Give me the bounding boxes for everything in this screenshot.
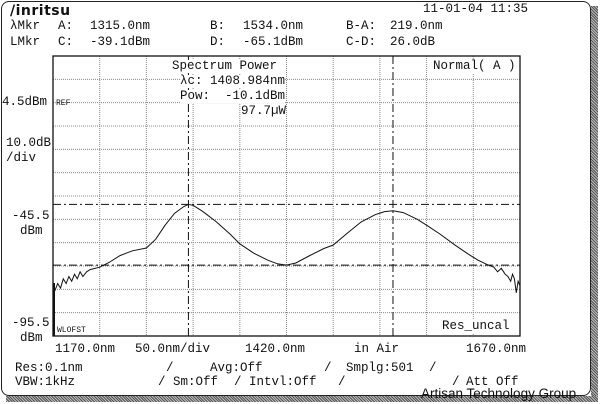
anritsu-logo: /inritsu (10, 3, 71, 19)
y-scale: 10.0dB (6, 136, 52, 150)
marker-ba-value: 219.0nm (390, 19, 443, 33)
marker-c-label: C: (58, 35, 74, 49)
sampling: Smplg:501 (346, 361, 414, 375)
ref-tag: REF (56, 99, 71, 108)
x-center: 1420.0nm (245, 342, 306, 356)
frame-shadow-bottom (6, 396, 598, 402)
video-bandwidth: VBW:1kHz (15, 375, 76, 389)
x-division: 50.0nm/div (135, 342, 211, 356)
separator: / (429, 361, 437, 375)
y-mid-value: -45.5 (12, 209, 50, 223)
trace-a (52, 203, 521, 293)
res-uncal-flag: Res_uncal (442, 319, 510, 333)
y-bottom-unit: dBm (20, 331, 43, 345)
separator: / (166, 361, 174, 375)
medium: in Air (354, 342, 400, 356)
analysis-title: Spectrum Power (172, 59, 278, 73)
separator: / (324, 361, 332, 375)
marker-b-label: B: (210, 19, 226, 33)
level-marker-label: LMkr (10, 35, 41, 49)
wl-marker-label: λMkr (10, 19, 41, 33)
y-mid-unit: dBm (20, 224, 43, 238)
marker-cd-label: C-D: (346, 35, 377, 49)
grid (53, 56, 520, 336)
trace-mode: Normal( A ) (433, 59, 516, 73)
marker-ba-label: B-A: (346, 19, 377, 33)
marker-a-label: A: (58, 19, 74, 33)
ref-level: 4.5dBm (2, 95, 48, 109)
separator: / (234, 375, 242, 389)
attenuator: Att Off (466, 375, 519, 389)
marker-c-value: -39.1dBm (90, 35, 151, 49)
interval: Intvl:Off (249, 375, 317, 389)
marker-d-label: D: (210, 35, 226, 49)
marker-cd-value: 26.0dB (390, 35, 436, 49)
watermark: Artisan Technology Group (421, 386, 577, 401)
x-start: 1170.0nm (55, 342, 116, 356)
marker-b-value: 1534.0nm (243, 19, 304, 33)
separator: / (338, 375, 346, 389)
smoothing: Sm:Off (173, 375, 219, 389)
total-power-dbm: Pow: -10.1dBm (180, 89, 286, 103)
y-scale-unit: /div (6, 151, 37, 165)
resolution: Res:0.1nm (15, 361, 83, 375)
y-bottom-value: -95.5 (12, 316, 50, 330)
frame-shadow-right (591, 6, 598, 400)
wlofst-tag: WLOFST (57, 326, 86, 335)
datetime: 11-01-04 11:35 (423, 2, 529, 16)
plot-border (52, 55, 521, 337)
separator: / (452, 375, 460, 389)
total-power-uw: 97.7µW (241, 104, 287, 118)
marker-a-value: 1315.0nm (90, 19, 151, 33)
center-wavelength: λc: 1408.984nm (180, 74, 286, 88)
marker-lines (53, 56, 520, 336)
separator: / (158, 375, 166, 389)
x-stop: 1670.0nm (466, 342, 527, 356)
marker-d-value: -65.1dBm (243, 35, 304, 49)
averaging: Avg:Off (210, 361, 263, 375)
